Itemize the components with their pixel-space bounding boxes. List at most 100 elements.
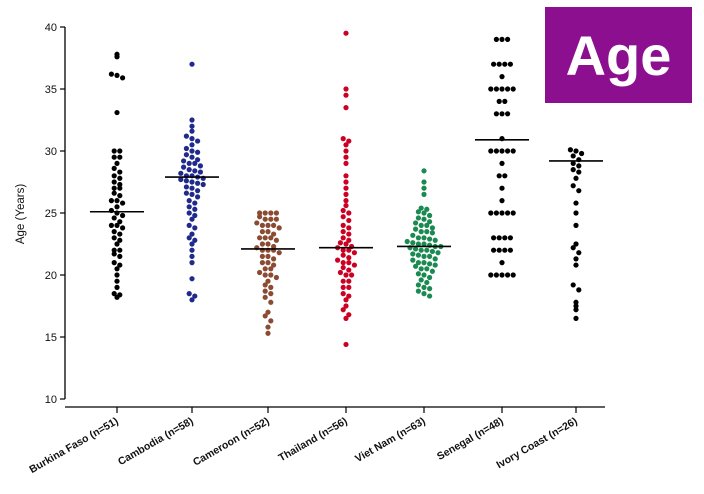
data-point — [415, 252, 421, 258]
data-point — [410, 232, 416, 238]
data-point — [189, 148, 195, 154]
data-point — [415, 282, 421, 288]
data-point — [421, 241, 427, 247]
data-point — [424, 206, 430, 212]
data-point — [346, 267, 352, 273]
data-point — [488, 86, 494, 92]
data-point — [262, 294, 268, 300]
data-point — [262, 235, 268, 241]
data-point — [346, 255, 352, 261]
data-point — [265, 309, 271, 315]
data-point — [192, 225, 198, 231]
data-point — [427, 293, 433, 299]
data-point — [117, 253, 123, 259]
data-point — [117, 193, 123, 199]
data-point — [189, 185, 195, 191]
age-badge: Age — [545, 7, 692, 103]
data-point — [273, 274, 279, 281]
data-point — [268, 235, 274, 241]
data-point — [262, 210, 268, 216]
data-point — [343, 173, 349, 179]
data-point — [346, 284, 352, 290]
data-point — [570, 183, 576, 189]
data-point — [505, 148, 511, 154]
data-point — [268, 299, 274, 305]
data-point — [262, 216, 268, 222]
data-point — [114, 284, 120, 290]
data-point — [340, 291, 346, 297]
data-point — [189, 179, 195, 185]
data-point — [427, 286, 433, 292]
data-point — [570, 160, 576, 166]
data-point — [346, 210, 352, 216]
data-point — [573, 303, 579, 309]
data-point — [117, 175, 123, 181]
data-point — [346, 312, 352, 318]
data-point — [340, 214, 346, 220]
data-point — [120, 200, 126, 206]
data-point — [265, 324, 271, 330]
data-point — [488, 148, 494, 154]
data-point — [192, 237, 198, 243]
data-point — [499, 185, 505, 191]
data-point — [117, 237, 123, 243]
data-point — [570, 282, 576, 288]
data-point — [421, 284, 427, 290]
data-point — [181, 158, 187, 164]
data-point — [117, 185, 123, 191]
data-point — [415, 241, 421, 247]
data-point — [573, 222, 579, 228]
data-point — [502, 98, 508, 104]
data-point — [570, 153, 576, 159]
data-point — [413, 226, 419, 232]
data-point — [178, 176, 184, 183]
data-point — [496, 173, 502, 179]
data-point — [435, 250, 441, 256]
data-point — [502, 247, 508, 253]
data-point — [499, 148, 505, 154]
data-point — [111, 190, 117, 196]
data-point — [346, 293, 352, 299]
data-point — [493, 86, 499, 92]
data-point — [418, 266, 424, 272]
data-point — [197, 163, 203, 169]
data-point — [117, 219, 123, 225]
data-point — [117, 247, 123, 253]
data-point — [496, 247, 502, 253]
x-tick-label: Cambodia (n=58) — [116, 415, 196, 468]
data-point — [499, 272, 505, 278]
data-point — [195, 188, 201, 194]
data-point — [493, 148, 499, 154]
data-point — [421, 210, 427, 216]
data-point — [114, 272, 120, 278]
data-point — [413, 220, 419, 226]
data-point — [273, 237, 279, 243]
data-point — [343, 191, 349, 197]
data-point — [117, 154, 123, 160]
data-point — [114, 72, 120, 78]
data-point — [276, 225, 282, 231]
data-point — [413, 263, 419, 269]
data-point — [257, 269, 263, 276]
data-point — [418, 277, 424, 283]
data-point — [183, 184, 189, 190]
data-point — [189, 216, 195, 222]
data-point — [346, 217, 352, 224]
data-point — [573, 210, 579, 216]
data-point — [117, 181, 123, 188]
data-point — [510, 148, 516, 154]
data-point — [343, 198, 349, 204]
data-point — [114, 51, 120, 57]
data-point — [340, 207, 346, 214]
data-point — [340, 229, 346, 235]
data-point — [265, 222, 271, 228]
data-point — [573, 148, 579, 154]
data-point — [343, 160, 349, 166]
data-point — [573, 262, 579, 268]
data-point — [273, 216, 279, 222]
data-point — [273, 210, 279, 216]
data-point — [189, 276, 195, 282]
data-point — [573, 299, 579, 305]
data-point — [268, 291, 274, 297]
data-point — [507, 247, 513, 253]
